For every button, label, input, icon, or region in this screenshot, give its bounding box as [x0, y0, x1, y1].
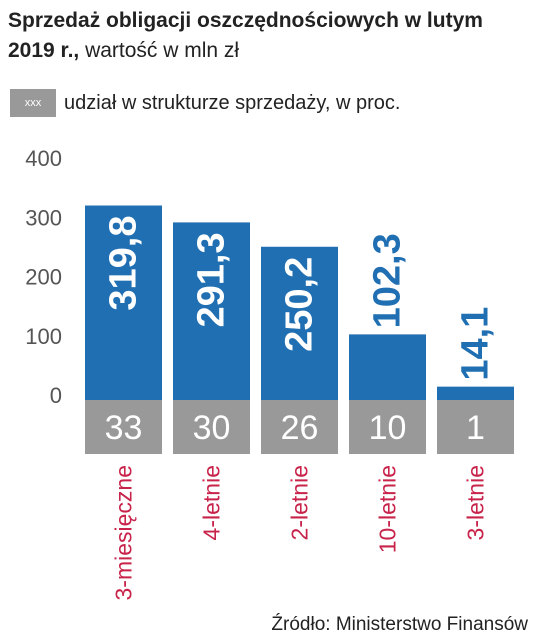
source-note: Źródło: Ministerstwo Finansów	[271, 614, 528, 635]
legend: xxx udział w strukturze sprzedaży, w pro…	[10, 88, 400, 118]
category-label: 4-letnie	[199, 465, 225, 540]
title-bold: Sprzedaż obligacji oszczędnościowych w l…	[8, 9, 483, 62]
category-label: 10-letnie	[375, 465, 401, 553]
share-label: 30	[193, 409, 231, 447]
share-box	[85, 400, 162, 454]
share-box	[261, 400, 338, 454]
share-box	[349, 400, 426, 454]
share-label: 1	[466, 409, 485, 447]
data-label: 319,8	[103, 216, 145, 311]
share-label: 26	[281, 409, 319, 447]
bar	[349, 334, 426, 400]
category-label: 3-miesięczne	[111, 465, 137, 601]
category-label: 3-letnie	[463, 465, 489, 540]
legend-swatch: xxx	[10, 89, 56, 117]
share-label: 33	[105, 409, 143, 447]
chart-title: Sprzedaż obligacji oszczędnościowych w l…	[8, 6, 528, 66]
y-tick-label: 0	[50, 383, 62, 408]
title-normal: wartość w mln zł	[79, 39, 240, 62]
bar	[261, 246, 338, 400]
y-tick-label: 300	[25, 205, 62, 230]
bar	[85, 205, 162, 400]
data-label: 291,3	[191, 232, 233, 327]
data-label: 102,3	[367, 233, 409, 328]
bar	[173, 222, 250, 400]
data-label: 14,1	[455, 307, 497, 381]
category-label: 2-letnie	[287, 465, 313, 540]
share-box	[437, 400, 514, 454]
data-label: 250,2	[279, 257, 321, 352]
legend-text: udział w strukturze sprzedaży, w proc.	[64, 91, 401, 114]
y-tick-label: 400	[25, 146, 62, 171]
share-box	[173, 400, 250, 454]
y-tick-label: 200	[25, 265, 62, 290]
bar	[437, 386, 514, 400]
y-tick-label: 100	[25, 324, 62, 349]
share-label: 10	[369, 409, 407, 447]
